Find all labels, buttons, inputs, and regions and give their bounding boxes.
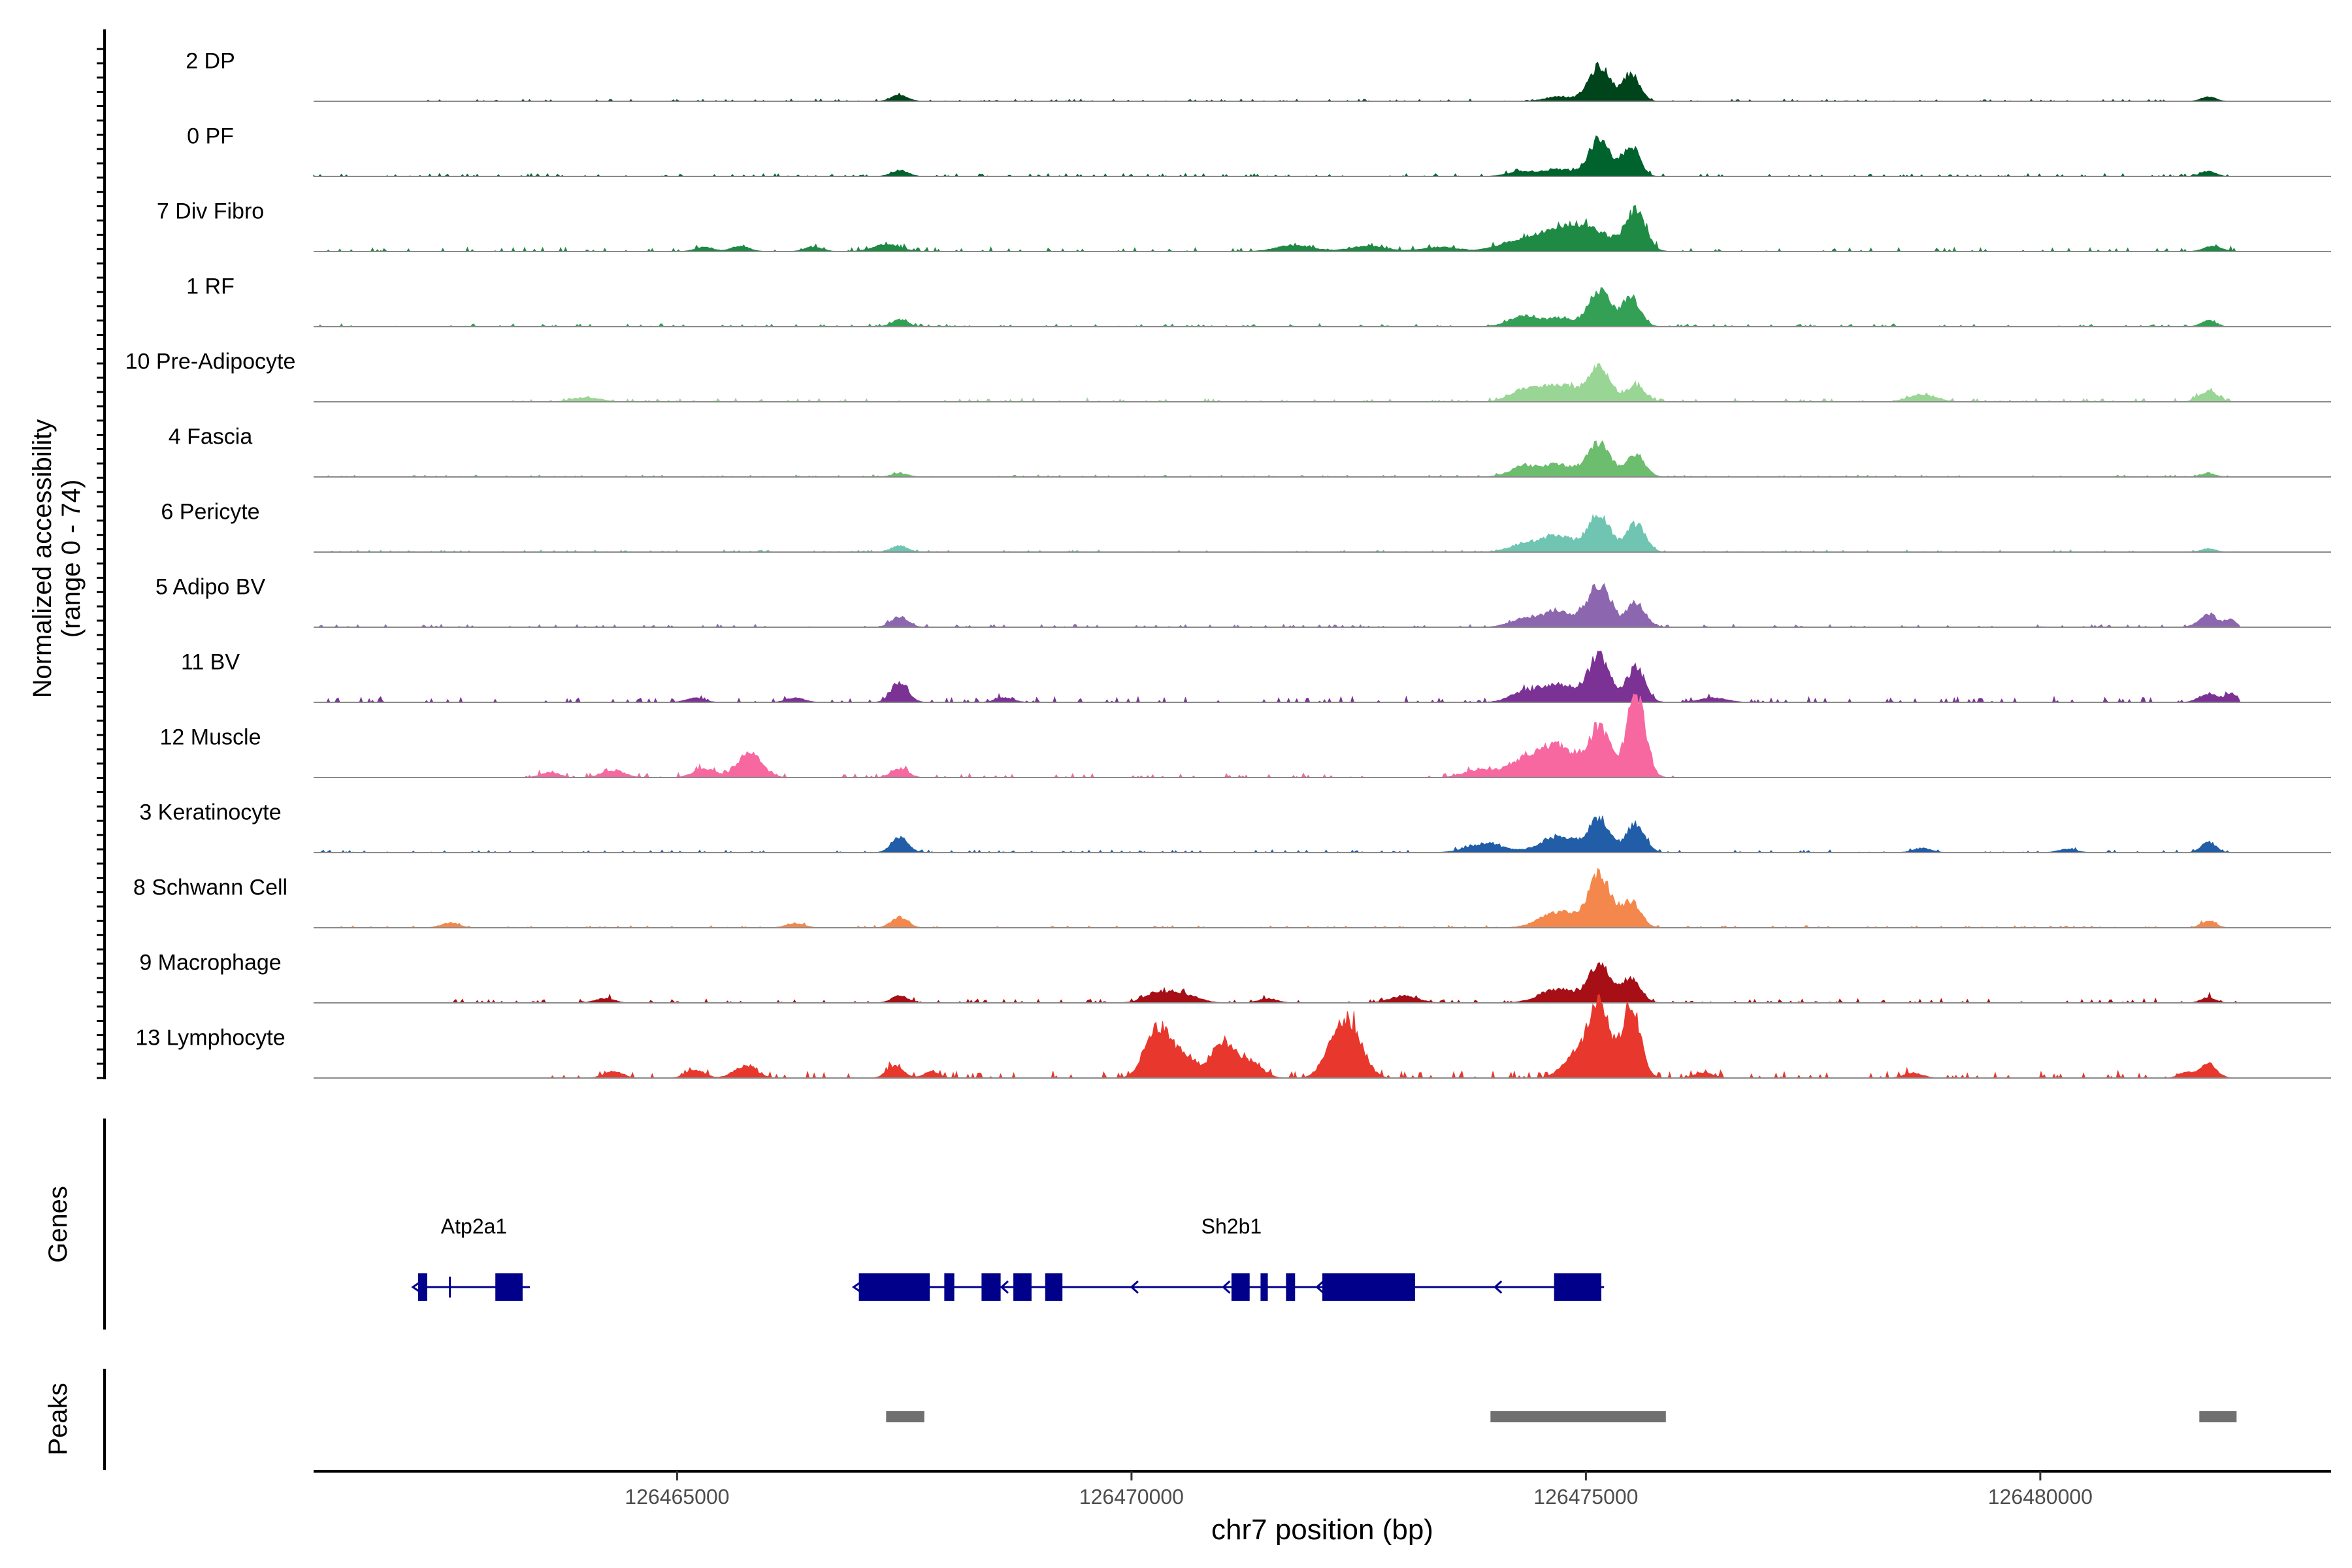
peak-regions <box>886 1411 2237 1422</box>
gene-exon <box>495 1273 523 1301</box>
x-tick-label: 126470000 <box>1079 1485 1184 1509</box>
gene-exon <box>417 1273 427 1301</box>
x-axis: 126465000 126470000 126475000 126480000 chr… <box>314 1470 2331 1546</box>
gene-exon <box>858 1273 930 1301</box>
strand-arrow <box>411 1279 424 1296</box>
strand-arrow <box>1000 1280 1009 1294</box>
gene-exon <box>1286 1273 1296 1301</box>
track-label: 10 Pre-Adipocyte <box>125 349 296 374</box>
coverage-tracks: 2 DP 0 PF 7 Div Fibro 1 RF 10 Pre-Adipocyte 4… <box>125 48 2331 1079</box>
x-tick-label: 126475000 <box>1533 1485 1638 1509</box>
gene-name: Atp2a1 <box>441 1215 507 1238</box>
y-axis-accessibility <box>97 29 106 1079</box>
coverage-area <box>314 440 2240 478</box>
track-1-rf: 1 RF <box>186 274 2331 327</box>
coverage-area <box>314 693 2240 778</box>
gene-sh2b1: Sh2b1 <box>851 1215 1605 1301</box>
coverage-area <box>314 61 2240 102</box>
y-axis-label-range: (range 0 - 74) <box>57 480 86 638</box>
track-10-pre-adipocyte: 10 Pre-Adipocyte <box>125 349 2331 403</box>
coverage-area <box>314 868 2240 928</box>
track-label: 1 RF <box>186 274 235 299</box>
track-label: 4 Fascia <box>169 424 253 449</box>
coverage-area <box>314 815 2240 853</box>
gene-exon <box>944 1273 955 1301</box>
x-axis-label: chr7 position (bp) <box>1211 1514 1433 1546</box>
coverage-area <box>314 650 2241 704</box>
x-axis-ticks: 126465000 126470000 126475000 126480000 <box>625 1471 2093 1509</box>
coverage-area <box>314 994 2240 1079</box>
strand-arrow <box>1130 1280 1139 1294</box>
gene-exon <box>981 1273 1001 1301</box>
genes-panel: Genes Atp2a1 Sh2b1 <box>44 1119 1605 1330</box>
gene-exon <box>1260 1273 1268 1301</box>
track-9-macrophage: 9 Macrophage <box>139 950 2331 1004</box>
gene-exon <box>1231 1273 1250 1301</box>
coverage-area <box>314 583 2241 628</box>
track-label: 0 PF <box>187 123 234 148</box>
track-label: 12 Muscle <box>160 725 261 749</box>
coverage-area <box>314 363 2240 403</box>
peaks-label: Peaks <box>44 1382 73 1455</box>
gene-exon <box>1013 1273 1032 1301</box>
coverage-area <box>314 962 2240 1004</box>
track-label: 11 BV <box>181 649 240 674</box>
strand-arrow <box>1494 1280 1503 1294</box>
genes-label: Genes <box>44 1186 73 1263</box>
coverage-area <box>314 287 2240 327</box>
track-label: 9 Macrophage <box>139 950 281 975</box>
track-label: 7 Div Fibro <box>157 199 264 223</box>
track-12-muscle: 12 Muscle <box>160 693 2331 778</box>
track-0-pf: 0 PF <box>187 123 2331 177</box>
x-tick-label: 126480000 <box>1988 1485 2093 1509</box>
track-2-dp: 2 DP <box>186 48 2331 102</box>
track-6-pericyte: 6 Pericyte <box>161 499 2331 553</box>
gene-exon <box>1322 1273 1415 1301</box>
track-label: 3 Keratinocyte <box>139 800 281 825</box>
strand-arrow <box>1315 1280 1324 1294</box>
track-label: 13 Lymphocyte <box>135 1025 285 1050</box>
peak-region <box>1490 1411 1666 1422</box>
strand-arrow <box>851 1279 865 1296</box>
peaks-panel: Peaks <box>44 1369 2237 1470</box>
y-axis-label: Normalized accessibility <box>28 419 57 698</box>
gene-exon <box>1554 1273 1602 1301</box>
track-4-fascia: 4 Fascia <box>169 424 2331 478</box>
peak-region <box>886 1411 924 1422</box>
strand-arrow <box>1222 1280 1231 1294</box>
x-tick-label: 126465000 <box>625 1485 729 1509</box>
track-13-lymphocyte: 13 Lymphocyte <box>135 994 2331 1079</box>
track-11-bv: 11 BV <box>181 649 2331 704</box>
track-label: 8 Schwann Cell <box>133 875 287 900</box>
coverage-area <box>314 514 2240 553</box>
gene-name: Sh2b1 <box>1201 1215 1262 1238</box>
track-7-div-fibro: 7 Div Fibro <box>157 199 2331 252</box>
peak-region <box>2199 1411 2237 1422</box>
gene-models: Atp2a1 Sh2b1 <box>411 1215 1605 1301</box>
coverage-area <box>313 135 2240 177</box>
track-label: 5 Adipo BV <box>155 574 266 599</box>
track-3-keratinocyte: 3 Keratinocyte <box>139 800 2331 853</box>
gene-exon <box>1045 1273 1063 1301</box>
track-5-adipo-bv: 5 Adipo BV <box>155 574 2331 628</box>
gene-atp2a1: Atp2a1 <box>411 1215 531 1301</box>
coverage-area <box>314 204 2240 252</box>
track-8-schwann-cell: 8 Schwann Cell <box>133 868 2331 928</box>
track-label: 2 DP <box>186 48 235 73</box>
track-label: 6 Pericyte <box>161 499 259 524</box>
